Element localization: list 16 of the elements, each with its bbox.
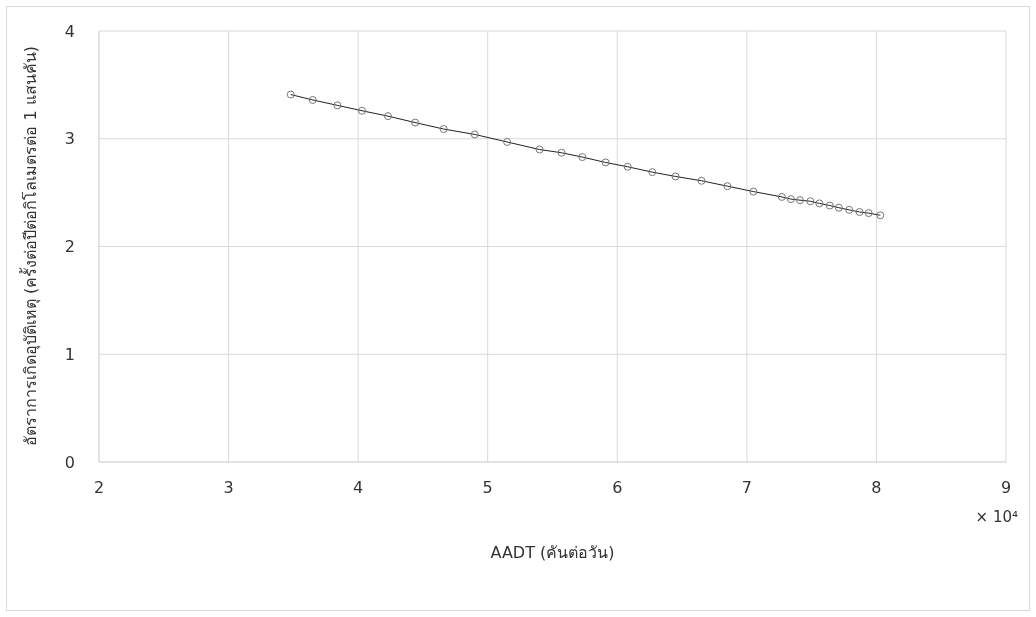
x-tick-label: 9 [1000,478,1012,498]
x-tick-label: 6 [612,478,623,498]
x-tick-label: 5 [482,478,493,498]
y-tick-label: 4 [64,21,75,41]
text: × 10⁴ [975,508,1018,526]
x-axis-title: AADT (คันต่อวัน) [489,542,616,564]
y-tick-label: 2 [64,237,75,257]
y-tick-label: 3 [64,129,75,149]
y-axis-title: อัตราการเกิดอุบัติเหตุ (ครั้งต่อปีต่อกิโลเมตรต่อ 1 แสนคัน) [18,46,42,446]
x-tick-label: 3 [223,478,234,498]
x-tick-label: 4 [353,478,364,498]
y-tick-label: 0 [64,452,75,472]
x-tick-label: 2 [93,478,105,498]
x-tick-label: 7 [741,478,752,498]
y-tick-label: 1 [64,344,75,364]
x-tick-label: 8 [871,478,882,498]
